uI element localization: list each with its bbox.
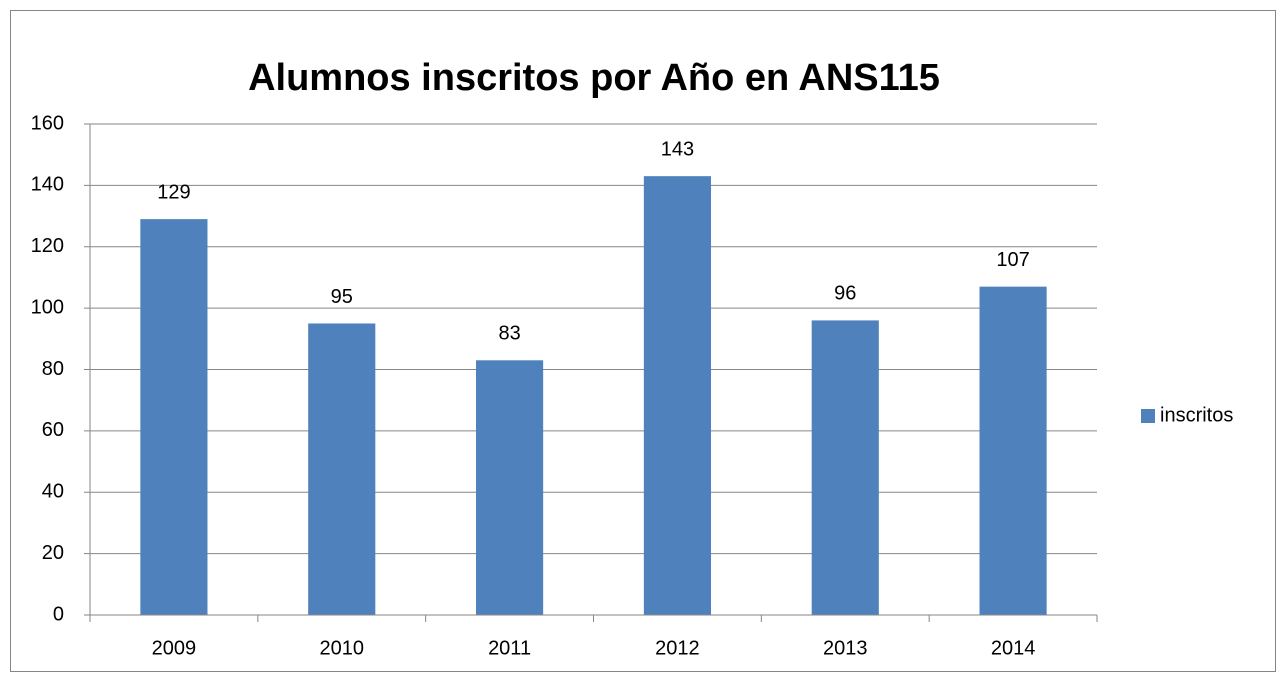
bar: [476, 360, 544, 615]
x-tick-label: 2013: [823, 637, 868, 659]
y-tick-label: 140: [31, 174, 64, 196]
bar: [811, 320, 879, 615]
legend-label: inscritos: [1160, 404, 1233, 426]
y-tick-label: 60: [42, 419, 64, 441]
y-tick-label: 0: [53, 603, 64, 625]
y-tick-label: 80: [42, 358, 64, 380]
y-tick-label: 20: [42, 542, 64, 564]
data-label: 107: [996, 249, 1029, 271]
chart-title: Alumnos inscritos por Año en ANS115: [248, 57, 940, 99]
data-label: 83: [498, 323, 520, 345]
y-tick-label: 120: [31, 235, 64, 257]
x-tick-label: 2009: [152, 637, 197, 659]
data-label: 95: [331, 286, 353, 308]
bar: [643, 176, 711, 615]
bar: [308, 323, 376, 615]
legend-swatch: [1141, 409, 1155, 423]
x-tick-label: 2012: [655, 637, 700, 659]
x-tick-label: 2014: [991, 637, 1036, 659]
bar: [979, 286, 1047, 615]
data-label: 96: [834, 283, 856, 305]
data-label: 143: [661, 138, 694, 160]
bar: [140, 219, 208, 615]
y-tick-label: 160: [31, 112, 64, 134]
y-tick-label: 40: [42, 481, 64, 503]
y-tick-label: 100: [31, 296, 64, 318]
x-tick-label: 2011: [488, 637, 531, 659]
x-tick-label: 2010: [320, 637, 365, 659]
chart-border: [10, 10, 1276, 672]
data-label: 129: [157, 181, 190, 203]
